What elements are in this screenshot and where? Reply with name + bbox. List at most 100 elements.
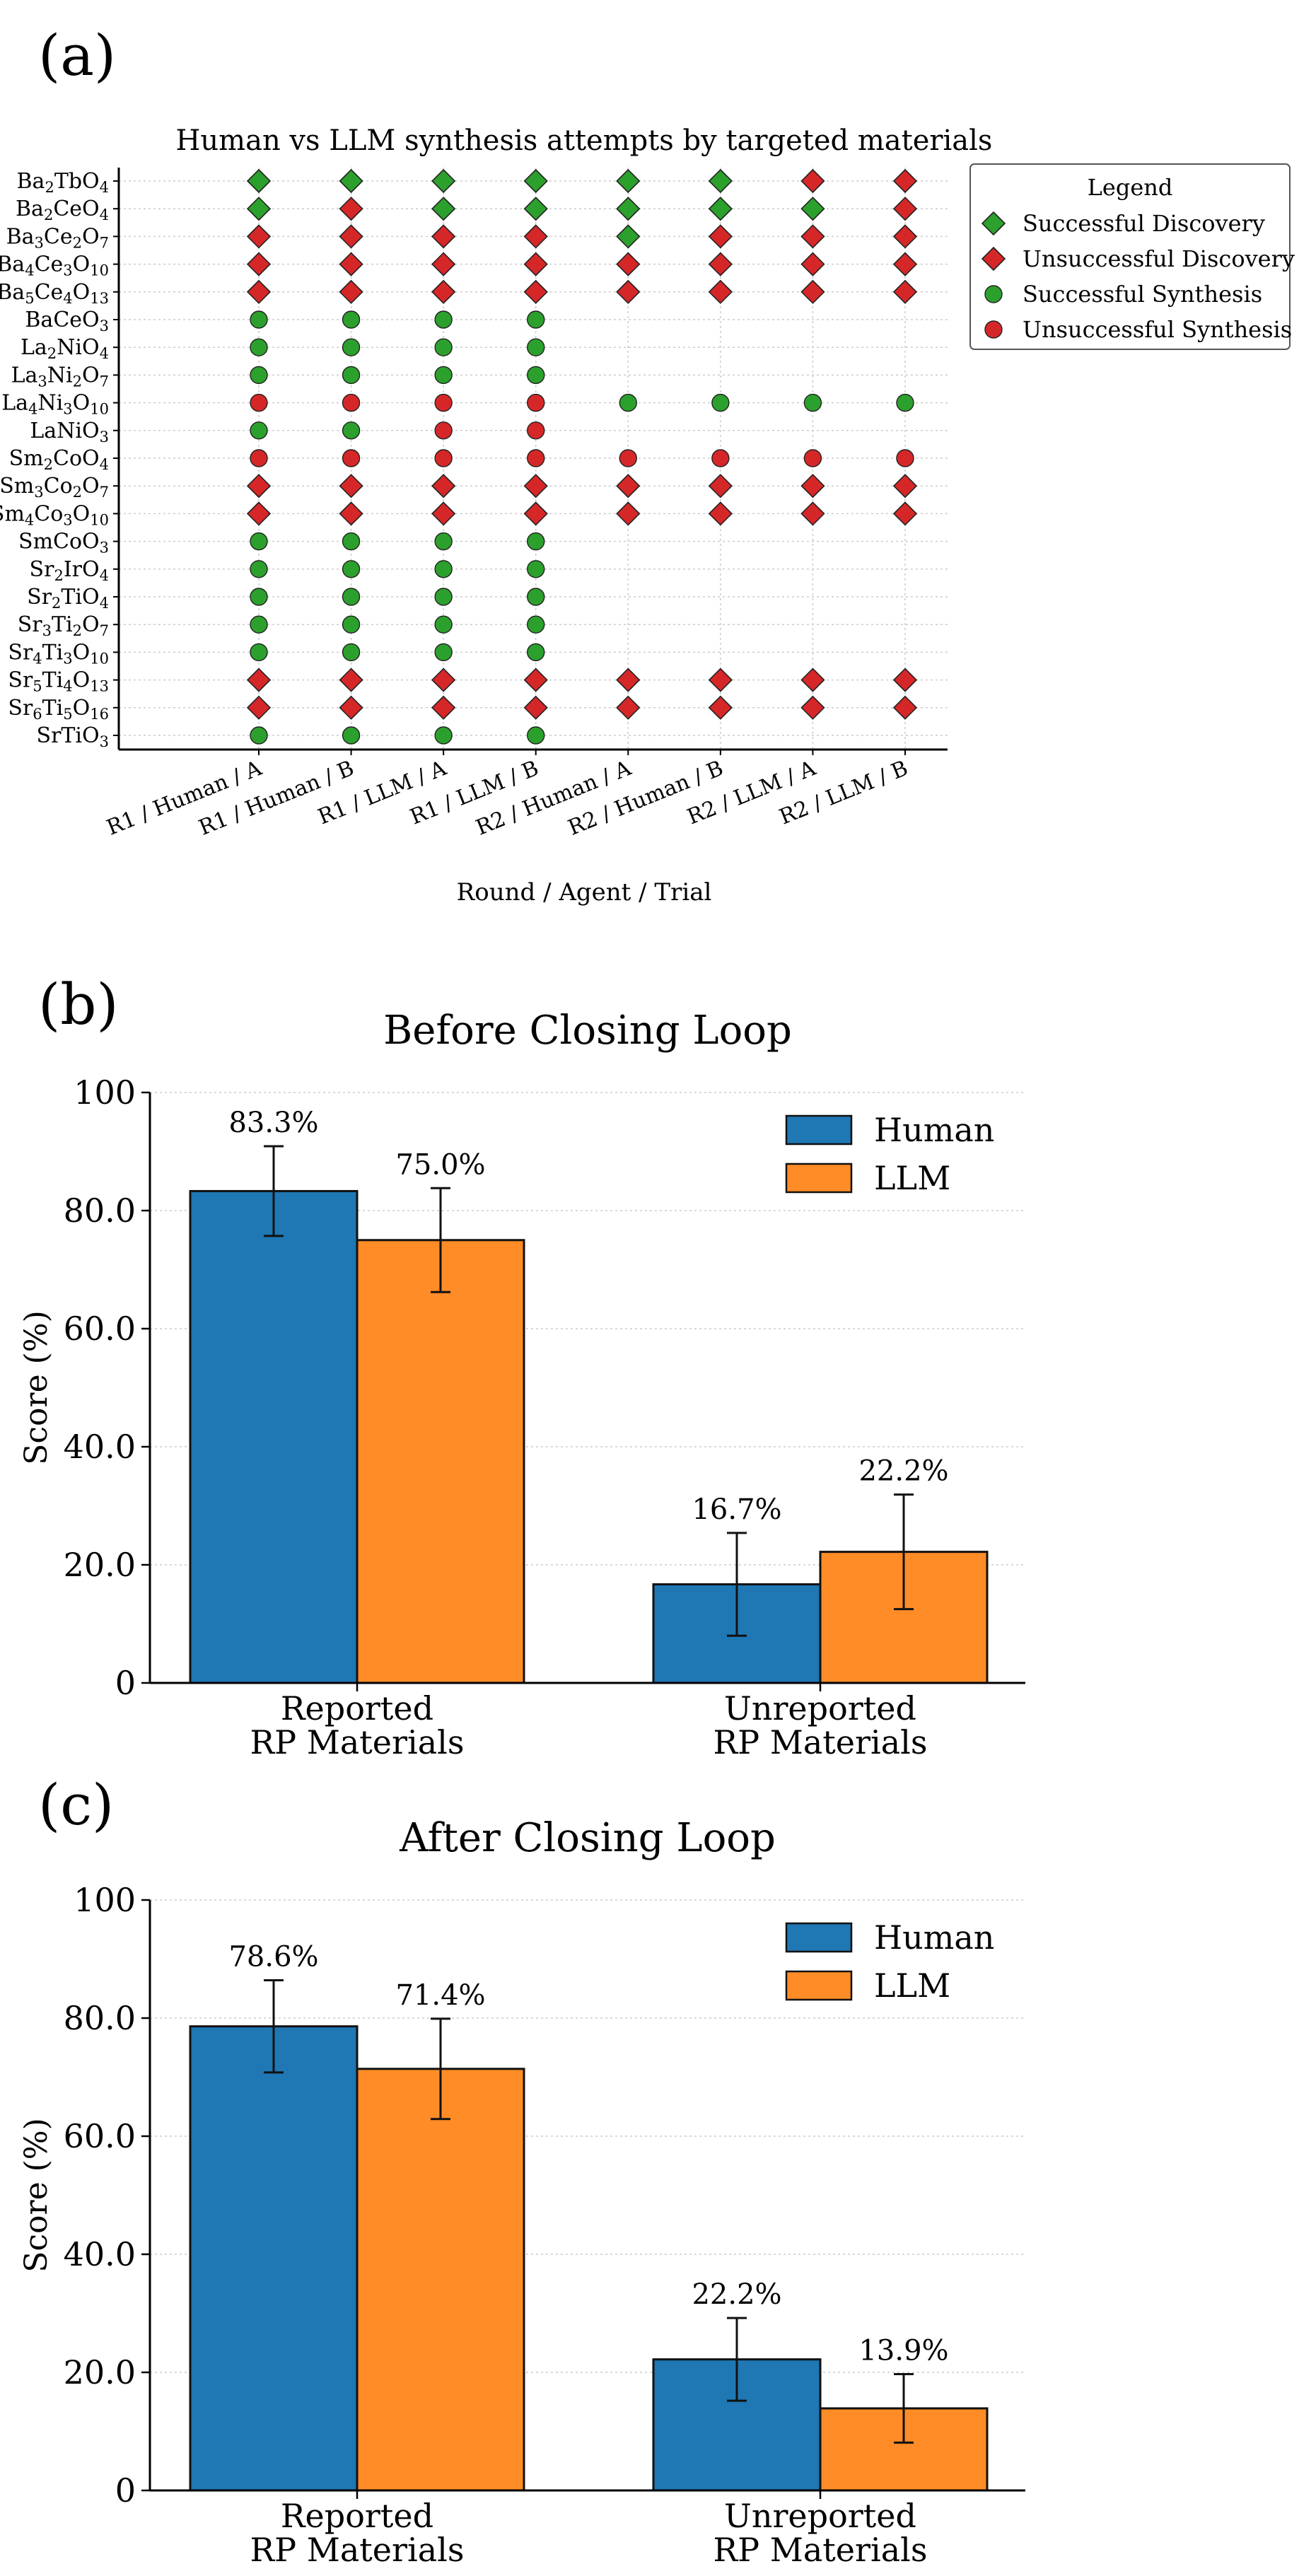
y-tick-label: 80.0: [64, 1191, 136, 1230]
formula-text: La: [1, 391, 28, 416]
formula-text: Sr: [8, 640, 33, 665]
marker-ss: [250, 338, 268, 356]
legend-label-llm: LLM: [874, 1966, 950, 2005]
marker-ud: [616, 501, 641, 526]
formula-text: Co: [44, 474, 73, 499]
formula-subscript: 7: [100, 622, 109, 639]
marker-us: [619, 449, 637, 467]
chart-title: Human vs LLM synthesis attempts by targe…: [176, 124, 993, 157]
marker-ud: [800, 668, 825, 692]
marker-ss: [342, 366, 361, 385]
marker-sd: [616, 168, 641, 194]
marker-ud: [523, 279, 548, 304]
marker-ss: [434, 560, 453, 578]
formula-text: O: [73, 391, 91, 416]
formula-subscript: 10: [90, 511, 109, 528]
formula-text: Sm: [0, 474, 34, 499]
legend-label-sd: Successful Discovery: [1023, 210, 1265, 237]
marker-ud: [339, 252, 363, 276]
legend-label-ss: Successful Synthesis: [1023, 281, 1262, 308]
marker-ud: [616, 668, 641, 692]
marker-ud: [708, 668, 733, 692]
marker-ss: [434, 588, 453, 606]
marker-sd: [708, 197, 733, 221]
marker-ss: [250, 615, 268, 634]
x-tick-label: RP Materials: [713, 2531, 928, 2569]
marker-ss: [342, 726, 361, 745]
marker-ud: [616, 474, 641, 499]
formula-subscript: 2: [47, 345, 57, 362]
formula-text: Sm: [9, 446, 44, 471]
formula-subscript: 6: [33, 706, 42, 723]
marker-ud: [800, 224, 825, 249]
marker-ud: [708, 252, 733, 276]
marker-sd: [800, 197, 825, 221]
formula-text: Ce: [35, 252, 64, 277]
y-tick-label-3: Ba4Ce3O10: [0, 252, 109, 279]
formula-subscript: 7: [100, 373, 109, 390]
legend-swatch-human: [785, 1922, 853, 1953]
marker-ss: [527, 615, 545, 634]
formula-text: Ti: [42, 640, 64, 665]
formula-subscript: 4: [25, 511, 34, 528]
legend-label-human: Human: [874, 1111, 994, 1149]
formula-text: Ce: [35, 280, 64, 305]
marker-us: [711, 449, 730, 467]
y-tick-label-8: La4Ni3O10: [1, 391, 109, 418]
marker-us: [434, 421, 453, 440]
formula-subscript: 7: [100, 234, 109, 251]
marker-ud: [892, 252, 918, 276]
marker-sd: [616, 224, 641, 249]
marker-ss: [434, 310, 453, 329]
formula-text: Ce: [44, 224, 73, 249]
marker-ud: [246, 695, 272, 720]
formula-text: Sr: [8, 696, 33, 721]
formula-subscript: 3: [35, 234, 44, 251]
marker-ud: [800, 501, 825, 526]
marker-ud: [246, 474, 272, 499]
marker-us: [342, 393, 361, 412]
bar-llm: [356, 2068, 525, 2492]
panel-label-c: (c): [38, 1772, 114, 1838]
formula-subscript: 2: [45, 179, 54, 196]
marker-us: [250, 393, 268, 412]
formula-text: Ba: [16, 197, 44, 221]
formula-text: Co: [34, 501, 63, 526]
marker-ud: [339, 224, 363, 249]
panel-c-bar-chart: After Closing Loop 0 20.0 40.0 60.0 80.0 100 Sc…: [18, 1815, 1025, 2569]
marker-ud: [246, 224, 272, 249]
marker-ss: [803, 393, 822, 412]
formula-text: Sm: [0, 501, 25, 526]
panel-label-a: (a): [38, 23, 116, 88]
y-tick-label: 60.0: [64, 2117, 136, 2155]
y-axis-label: Score (%): [18, 2118, 54, 2272]
y-axis-label: Score (%): [18, 1310, 54, 1464]
marker-ss: [527, 726, 545, 745]
panel-a-scatter-chart: Human vs LLM synthesis attempts by targe…: [0, 124, 1295, 907]
formula-subscript: 4: [28, 401, 37, 418]
formula-text: O: [73, 696, 91, 721]
legend-marker-us: [984, 320, 1003, 339]
formula-subscript: 4: [63, 290, 72, 307]
y-tick-label-18: Sr5Ti4O13: [8, 668, 109, 695]
formula-subscript: 13: [90, 678, 109, 695]
marker-ud: [523, 224, 548, 249]
formula-subscript: 3: [63, 262, 72, 279]
legend: Human LLM: [785, 1918, 994, 2005]
legend: Human LLM: [785, 1111, 994, 1197]
legend-label-ud: Unsuccessful Discovery: [1023, 245, 1295, 272]
marker-ss: [250, 560, 268, 578]
marker-sd: [708, 168, 733, 194]
y-tick-label-12: Sm4Co3O10: [0, 501, 109, 528]
legend-marker-ud: [981, 246, 1006, 272]
marker-ud: [892, 168, 918, 194]
legend-swatch-llm: [785, 1162, 853, 1194]
y-tick-label-15: Sr2TiO4: [27, 585, 109, 612]
x-tick-label: RP Materials: [250, 1723, 465, 1761]
legend-marker-ss: [984, 285, 1003, 303]
chart-title: After Closing Loop: [399, 1815, 776, 1861]
formula-subscript: 3: [100, 540, 109, 556]
legend-marker-sd: [981, 211, 1006, 236]
formula-text: IrO: [64, 557, 100, 582]
